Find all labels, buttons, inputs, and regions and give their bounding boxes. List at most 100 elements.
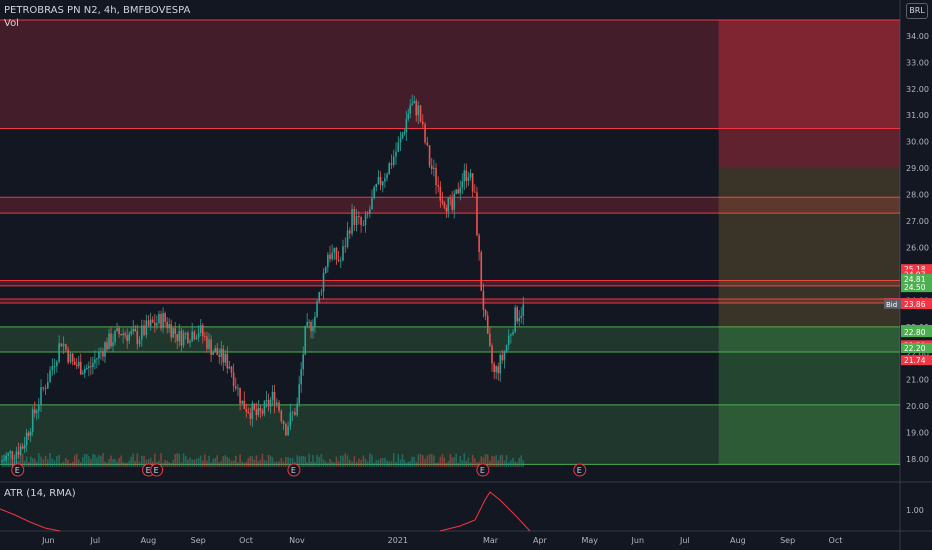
volume-bar-75 <box>158 460 160 467</box>
volume-bar-202 <box>426 455 429 467</box>
volume-bar-51 <box>108 459 110 467</box>
candle-226 <box>476 192 478 236</box>
volume-bar-187 <box>395 461 397 467</box>
volume-bar-121 <box>253 459 256 467</box>
candle-91 <box>191 331 193 342</box>
volume-bar-158 <box>331 461 333 467</box>
volume-bar-77 <box>162 462 164 467</box>
price-tag-6-bg <box>901 299 932 310</box>
candle-237 <box>499 354 502 374</box>
volume-bar-204 <box>430 453 433 467</box>
volume-bar-97 <box>204 454 206 467</box>
candle-6 <box>13 458 16 460</box>
candle-173 <box>364 214 367 226</box>
candle-166 <box>349 230 351 234</box>
volume-bar-41 <box>88 456 90 467</box>
candle-123 <box>257 408 260 415</box>
volume-bar-235 <box>495 455 497 467</box>
zone-resistance-0 <box>0 20 900 129</box>
volume-bar-124 <box>259 459 262 467</box>
volume-bar-246 <box>518 457 521 467</box>
volume-bar-105 <box>220 460 223 467</box>
candle-221 <box>465 170 468 181</box>
candle-30 <box>65 344 67 350</box>
candle-160 <box>335 247 338 260</box>
candle-10 <box>21 446 24 449</box>
zone-support-5 <box>0 404 900 465</box>
candle-25 <box>53 366 56 367</box>
candle-43 <box>92 363 94 367</box>
price-tag-2-bg <box>901 273 932 284</box>
candle-109 <box>228 366 231 369</box>
volume-bar-230 <box>484 454 487 467</box>
candle-26 <box>56 361 58 367</box>
candle-35 <box>75 364 78 367</box>
volume-bar-86 <box>180 462 183 467</box>
volume-bar-102 <box>214 458 216 467</box>
volume-bar-70 <box>147 459 150 467</box>
candle-230 <box>484 309 487 316</box>
candle-122 <box>255 409 258 415</box>
candle-143 <box>300 369 302 385</box>
candle-119 <box>249 413 252 419</box>
candle-240 <box>505 344 508 352</box>
candle-75 <box>158 313 160 324</box>
candle-12 <box>25 432 28 446</box>
price-tick-3: 21.00 <box>906 376 929 385</box>
time-tick-14: Oct <box>829 536 843 545</box>
price-tick-1: 19.00 <box>906 429 929 438</box>
candle-146 <box>306 322 308 326</box>
volume-bar-150 <box>314 462 316 467</box>
volume-bar-113 <box>237 462 239 467</box>
candle-201 <box>424 124 426 143</box>
volume-bar-114 <box>239 454 241 467</box>
volume-bar-120 <box>251 456 254 467</box>
candle-158 <box>331 252 333 260</box>
volume-bar-160 <box>335 456 338 467</box>
candle-196 <box>413 101 416 104</box>
volume-bar-207 <box>437 462 439 467</box>
candle-3 <box>7 453 10 456</box>
volume-bar-117 <box>245 461 248 467</box>
volume-bar-141 <box>296 455 298 467</box>
volume-bar-203 <box>428 454 431 467</box>
candle-202 <box>426 142 429 146</box>
volume-bar-61 <box>128 460 130 467</box>
candle-54 <box>114 330 116 343</box>
volume-bar-182 <box>384 457 386 467</box>
volume-bar-96 <box>201 460 204 467</box>
volume-bar-206 <box>435 462 437 467</box>
candle-117 <box>245 408 248 412</box>
candle-169 <box>355 215 358 226</box>
price-tag-11: 21.74 <box>904 356 926 365</box>
volume-bar-26 <box>56 456 58 467</box>
candle-19 <box>40 387 42 406</box>
candle-203 <box>428 145 431 166</box>
candle-29 <box>62 344 65 347</box>
candle-183 <box>386 174 388 179</box>
volume-bar-135 <box>282 461 285 467</box>
candle-44 <box>94 359 96 364</box>
volume-bar-156 <box>327 462 329 467</box>
volume-bar-236 <box>497 460 500 467</box>
volume-bar-123 <box>257 461 260 467</box>
candle-88 <box>184 332 187 334</box>
volume-bar-174 <box>366 461 369 467</box>
volume-bar-85 <box>178 453 181 467</box>
volume-bar-25 <box>53 460 56 467</box>
volume-bar-11 <box>23 460 26 467</box>
volume-bar-220 <box>463 453 466 467</box>
volume-bar-55 <box>116 461 118 467</box>
candle-236 <box>497 366 500 374</box>
currency-button[interactable]: BRL <box>906 3 928 19</box>
time-tick-8: Apr <box>533 536 548 545</box>
candle-100 <box>210 339 212 355</box>
candle-131 <box>273 392 276 405</box>
volume-bar-82 <box>172 459 175 467</box>
volume-bar-215 <box>453 457 456 467</box>
candle-8 <box>17 451 20 455</box>
candle-20 <box>42 387 45 389</box>
candle-4 <box>9 451 12 454</box>
candle-177 <box>373 187 375 199</box>
